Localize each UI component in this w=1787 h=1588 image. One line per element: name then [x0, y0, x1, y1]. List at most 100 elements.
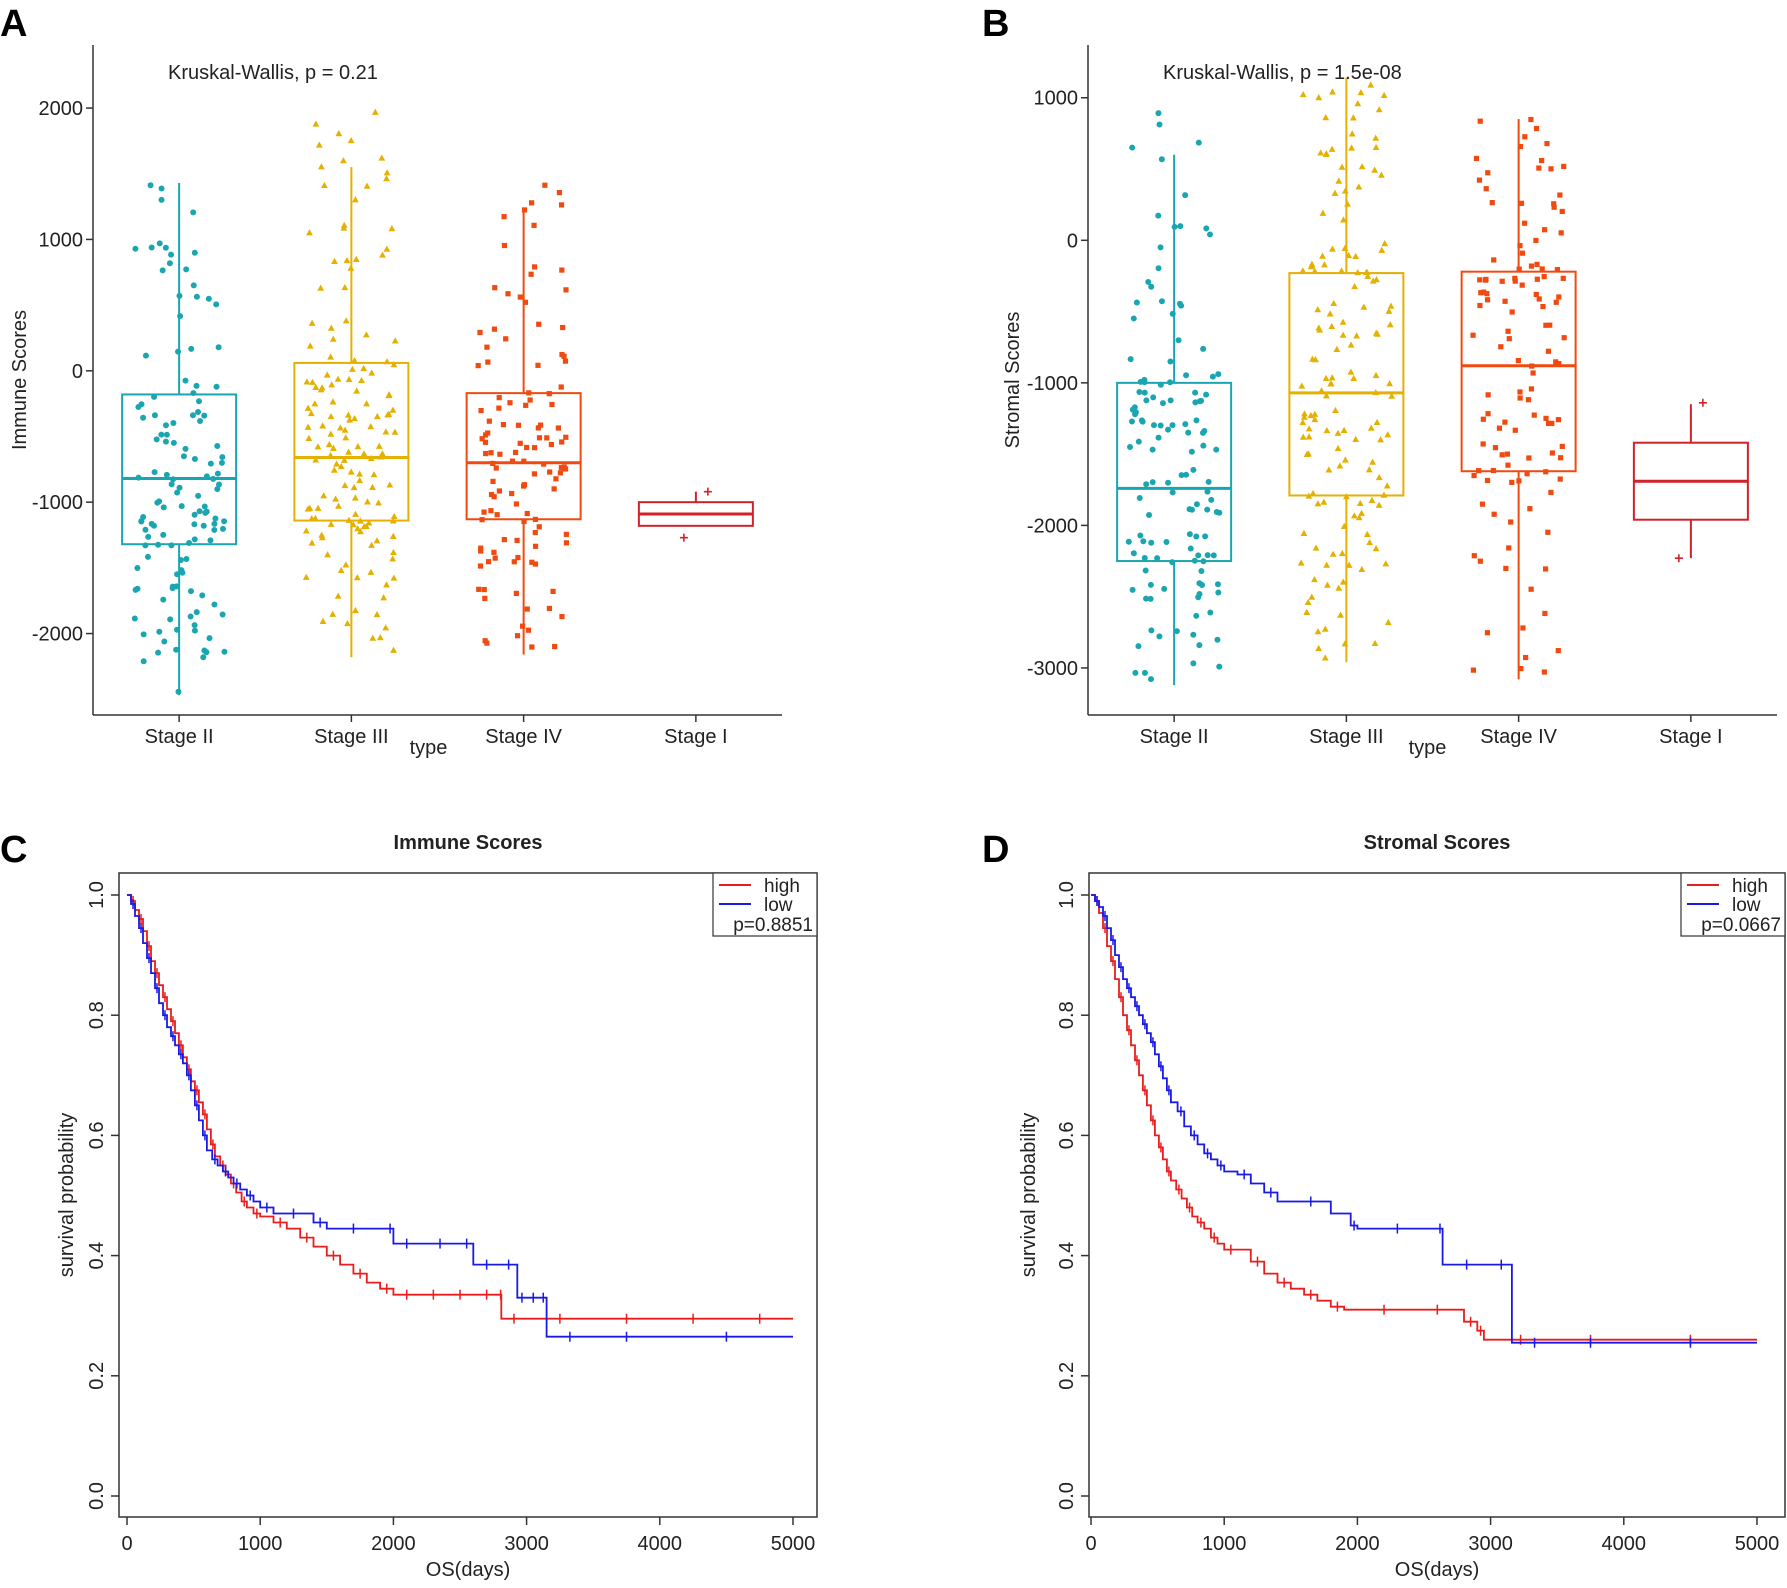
data-point	[1324, 581, 1331, 588]
data-point	[490, 460, 496, 467]
data-point	[1149, 479, 1156, 486]
x-tick-label: Stage IV	[485, 726, 562, 748]
data-point	[304, 423, 312, 430]
data-point	[1543, 415, 1549, 421]
data-point	[514, 633, 521, 639]
data-point	[1178, 472, 1185, 479]
data-point	[1471, 472, 1477, 479]
data-point	[1540, 303, 1546, 310]
data-point	[1490, 467, 1496, 474]
data-point	[319, 422, 327, 429]
data-point	[485, 559, 492, 565]
data-point	[1522, 134, 1528, 140]
y-tick-label: 0	[72, 361, 83, 383]
data-point	[356, 476, 364, 484]
data-point	[1299, 267, 1307, 274]
y-tick-label: 1.0	[86, 881, 108, 909]
data-point	[151, 469, 158, 476]
data-point	[529, 559, 535, 565]
data-point	[1548, 489, 1554, 496]
data-point	[1489, 200, 1495, 206]
data-point	[1512, 275, 1518, 281]
data-point	[1374, 330, 1381, 337]
data-point	[488, 450, 494, 456]
data-point	[1365, 466, 1373, 473]
data-point	[1199, 429, 1206, 436]
data-point	[1138, 417, 1145, 424]
data-point	[351, 414, 358, 422]
data-point	[1485, 170, 1491, 176]
data-point	[193, 382, 200, 389]
data-point	[1477, 302, 1483, 309]
data-point	[1373, 276, 1380, 283]
data-point	[332, 495, 339, 502]
data-point	[200, 522, 207, 529]
data-point	[1143, 595, 1150, 602]
data-point	[182, 445, 189, 452]
data-point	[163, 431, 170, 438]
data-point	[1553, 359, 1559, 365]
data-point	[483, 450, 489, 457]
data-point	[1305, 425, 1313, 432]
data-point	[1316, 326, 1324, 333]
data-point	[168, 481, 175, 488]
data-point	[319, 617, 327, 624]
data-point	[1548, 166, 1554, 172]
data-point	[485, 359, 491, 365]
data-point	[134, 564, 141, 571]
data-point	[1143, 481, 1150, 488]
data-point	[186, 540, 193, 547]
data-point	[327, 520, 335, 527]
data-point	[349, 521, 357, 528]
data-point	[1484, 477, 1491, 484]
data-point	[368, 541, 375, 548]
data-point	[563, 540, 570, 546]
data-point	[1183, 372, 1190, 379]
data-point	[336, 424, 344, 431]
data-point	[214, 486, 221, 493]
data-point	[383, 175, 390, 182]
data-point	[1375, 106, 1383, 113]
data-point	[1372, 143, 1380, 151]
data-point	[174, 571, 181, 578]
data-point	[1329, 245, 1336, 252]
x-tick-label: 0	[121, 1533, 132, 1555]
data-point	[1204, 506, 1211, 513]
data-point	[345, 448, 352, 455]
data-point	[1380, 491, 1388, 498]
data-point	[195, 408, 202, 415]
panel-b: B -3000 -2000 -1000 0 1000 Stage II Stage III S…	[982, 3, 1777, 759]
data-point	[320, 181, 328, 189]
data-point	[1334, 429, 1342, 436]
data-point	[514, 537, 520, 544]
data-point	[158, 431, 165, 438]
data-point	[1478, 290, 1484, 296]
data-point	[1329, 550, 1337, 557]
data-point	[166, 260, 173, 267]
data-point	[1323, 426, 1331, 434]
data-point	[1175, 337, 1182, 344]
data-point	[201, 412, 208, 419]
data-point	[479, 436, 485, 442]
data-point	[1199, 581, 1206, 588]
data-point	[213, 383, 220, 390]
data-point	[183, 555, 190, 562]
data-point	[307, 409, 315, 417]
data-point	[369, 634, 377, 641]
data-point	[1192, 399, 1199, 406]
data-point	[1163, 538, 1170, 545]
data-point	[521, 518, 527, 525]
data-point	[207, 537, 214, 544]
data-point	[492, 555, 498, 561]
data-point	[488, 508, 494, 514]
data-point	[1155, 212, 1162, 219]
data-point	[330, 466, 338, 473]
data-point	[306, 342, 314, 349]
x-axis-label: OS(days)	[426, 1559, 510, 1581]
data-point	[219, 525, 226, 532]
data-point	[1159, 400, 1166, 407]
data-point	[1157, 381, 1164, 388]
data-point	[492, 285, 498, 291]
data-point	[1477, 118, 1483, 124]
